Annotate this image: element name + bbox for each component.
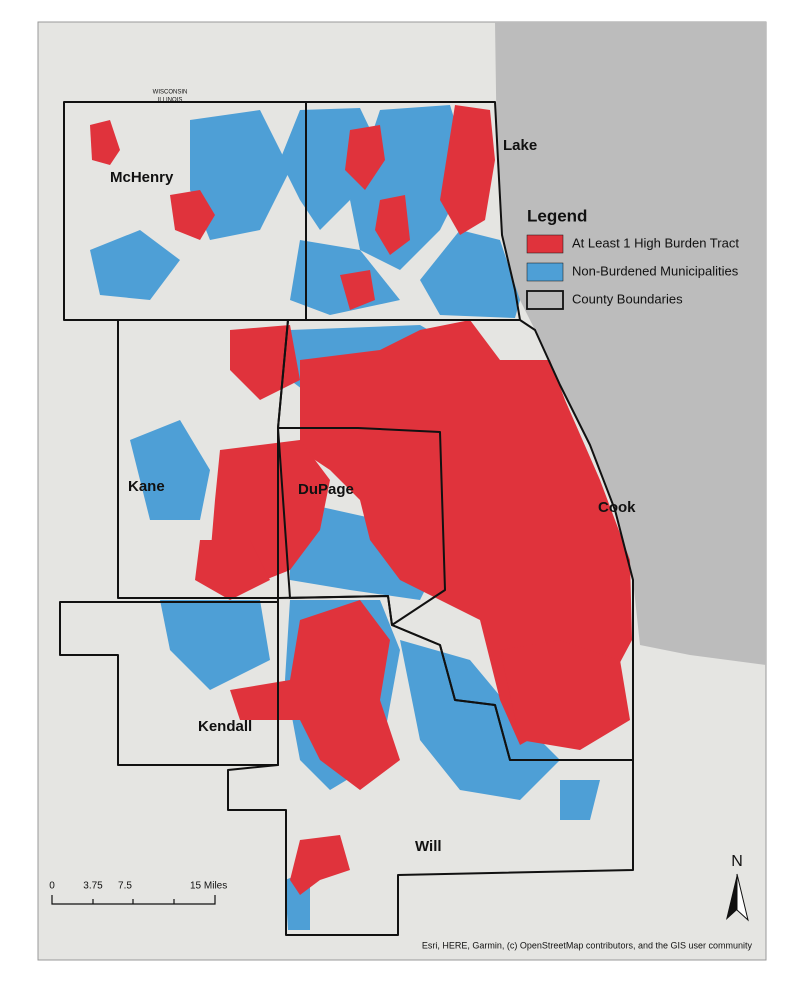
legend-label: Non-Burdened Municipalities [572, 263, 739, 278]
high-burden-areas [90, 105, 632, 895]
county-label: Lake [503, 137, 537, 154]
state-label: ILLINOIS [158, 98, 183, 104]
legend-label: County Boundaries [572, 291, 683, 306]
scale-label: 15 Miles [190, 881, 227, 892]
legend-title: Legend [527, 206, 587, 225]
legend: Legend At Least 1 High Burden Tract Non-B… [526, 206, 739, 310]
attribution: Esri, HERE, Garmin, (c) OpenStreetMap co… [422, 940, 753, 950]
scale-label: 0 [49, 881, 55, 892]
county-label: Kane [128, 478, 165, 495]
legend-swatch [526, 290, 564, 310]
legend-label: At Least 1 High Burden Tract [572, 235, 739, 250]
county-boundaries [59, 101, 634, 936]
county-label: Kendall [198, 718, 252, 735]
north-arrow: N [726, 853, 749, 922]
county-label: Will [415, 838, 442, 855]
county-label: McHenry [110, 169, 174, 186]
county-label: Cook [598, 499, 636, 516]
lake-michigan [495, 22, 766, 665]
state-label: WISCONSIN [153, 90, 188, 96]
legend-swatch [526, 234, 564, 254]
county-label: DuPage [298, 481, 354, 498]
north-label: N [731, 853, 743, 870]
legend-swatch [526, 262, 564, 282]
scale-bar: 0 3.75 7.5 15 Miles [49, 881, 227, 905]
scale-label: 7.5 [118, 881, 132, 892]
scale-label: 3.75 [83, 881, 103, 892]
